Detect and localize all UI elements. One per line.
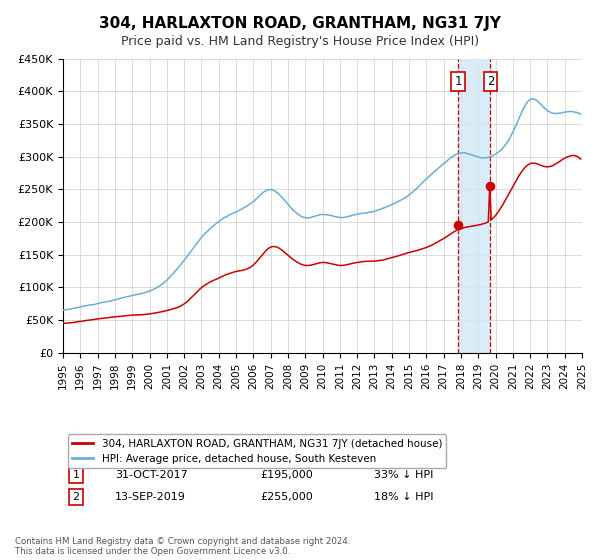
Legend: 304, HARLAXTON ROAD, GRANTHAM, NG31 7JY (detached house), HPI: Average price, de: 304, HARLAXTON ROAD, GRANTHAM, NG31 7JY … [68,435,446,468]
Text: Price paid vs. HM Land Registry's House Price Index (HPI): Price paid vs. HM Land Registry's House … [121,35,479,48]
Text: 2: 2 [73,492,80,502]
Text: 13-SEP-2019: 13-SEP-2019 [115,492,186,502]
Text: 31-OCT-2017: 31-OCT-2017 [115,470,188,480]
Text: £195,000: £195,000 [260,470,313,480]
Text: 1: 1 [454,75,462,88]
Text: 304, HARLAXTON ROAD, GRANTHAM, NG31 7JY: 304, HARLAXTON ROAD, GRANTHAM, NG31 7JY [99,16,501,31]
Bar [458,59,490,353]
Text: 2: 2 [487,75,494,88]
Text: Contains HM Land Registry data © Crown copyright and database right 2024.: Contains HM Land Registry data © Crown c… [15,538,350,547]
Text: £255,000: £255,000 [260,492,313,502]
Text: 18% ↓ HPI: 18% ↓ HPI [374,492,434,502]
Text: 33% ↓ HPI: 33% ↓ HPI [374,470,434,480]
Text: 1: 1 [73,470,79,480]
Point [453,221,463,230]
Point [485,182,495,191]
Text: This data is licensed under the Open Government Licence v3.0.: This data is licensed under the Open Gov… [15,548,290,557]
